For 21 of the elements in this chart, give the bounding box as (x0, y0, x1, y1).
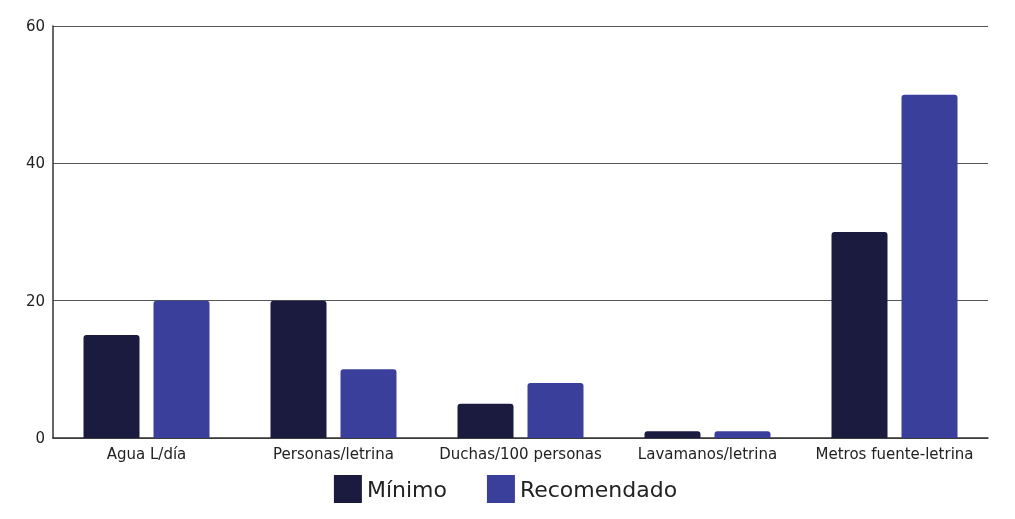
x-tick-label: Duchas/100 personas (439, 444, 603, 463)
y-tick-label: 60 (25, 17, 45, 35)
bar (457, 403, 514, 438)
bar (527, 383, 584, 438)
y-tick-label: 20 (25, 291, 45, 310)
bar (153, 300, 210, 438)
bar (340, 369, 397, 438)
bar (270, 300, 327, 438)
bar (901, 94, 958, 438)
y-tick-label: 0 (35, 429, 45, 447)
legend-label: Mínimo (366, 476, 447, 502)
bar (714, 431, 771, 438)
x-tick-label: Agua L/día (106, 444, 187, 463)
x-tick-label: Metros fuente-letrina (815, 444, 974, 463)
bar (644, 431, 701, 438)
y-tick-label: 40 (25, 154, 45, 173)
legend-label: Recomendado (519, 476, 678, 502)
x-tick-label: Lavamanos/letrina (637, 444, 778, 463)
x-tick-label: Personas/letrina (273, 444, 394, 463)
bar (83, 335, 140, 438)
bar (831, 232, 888, 438)
